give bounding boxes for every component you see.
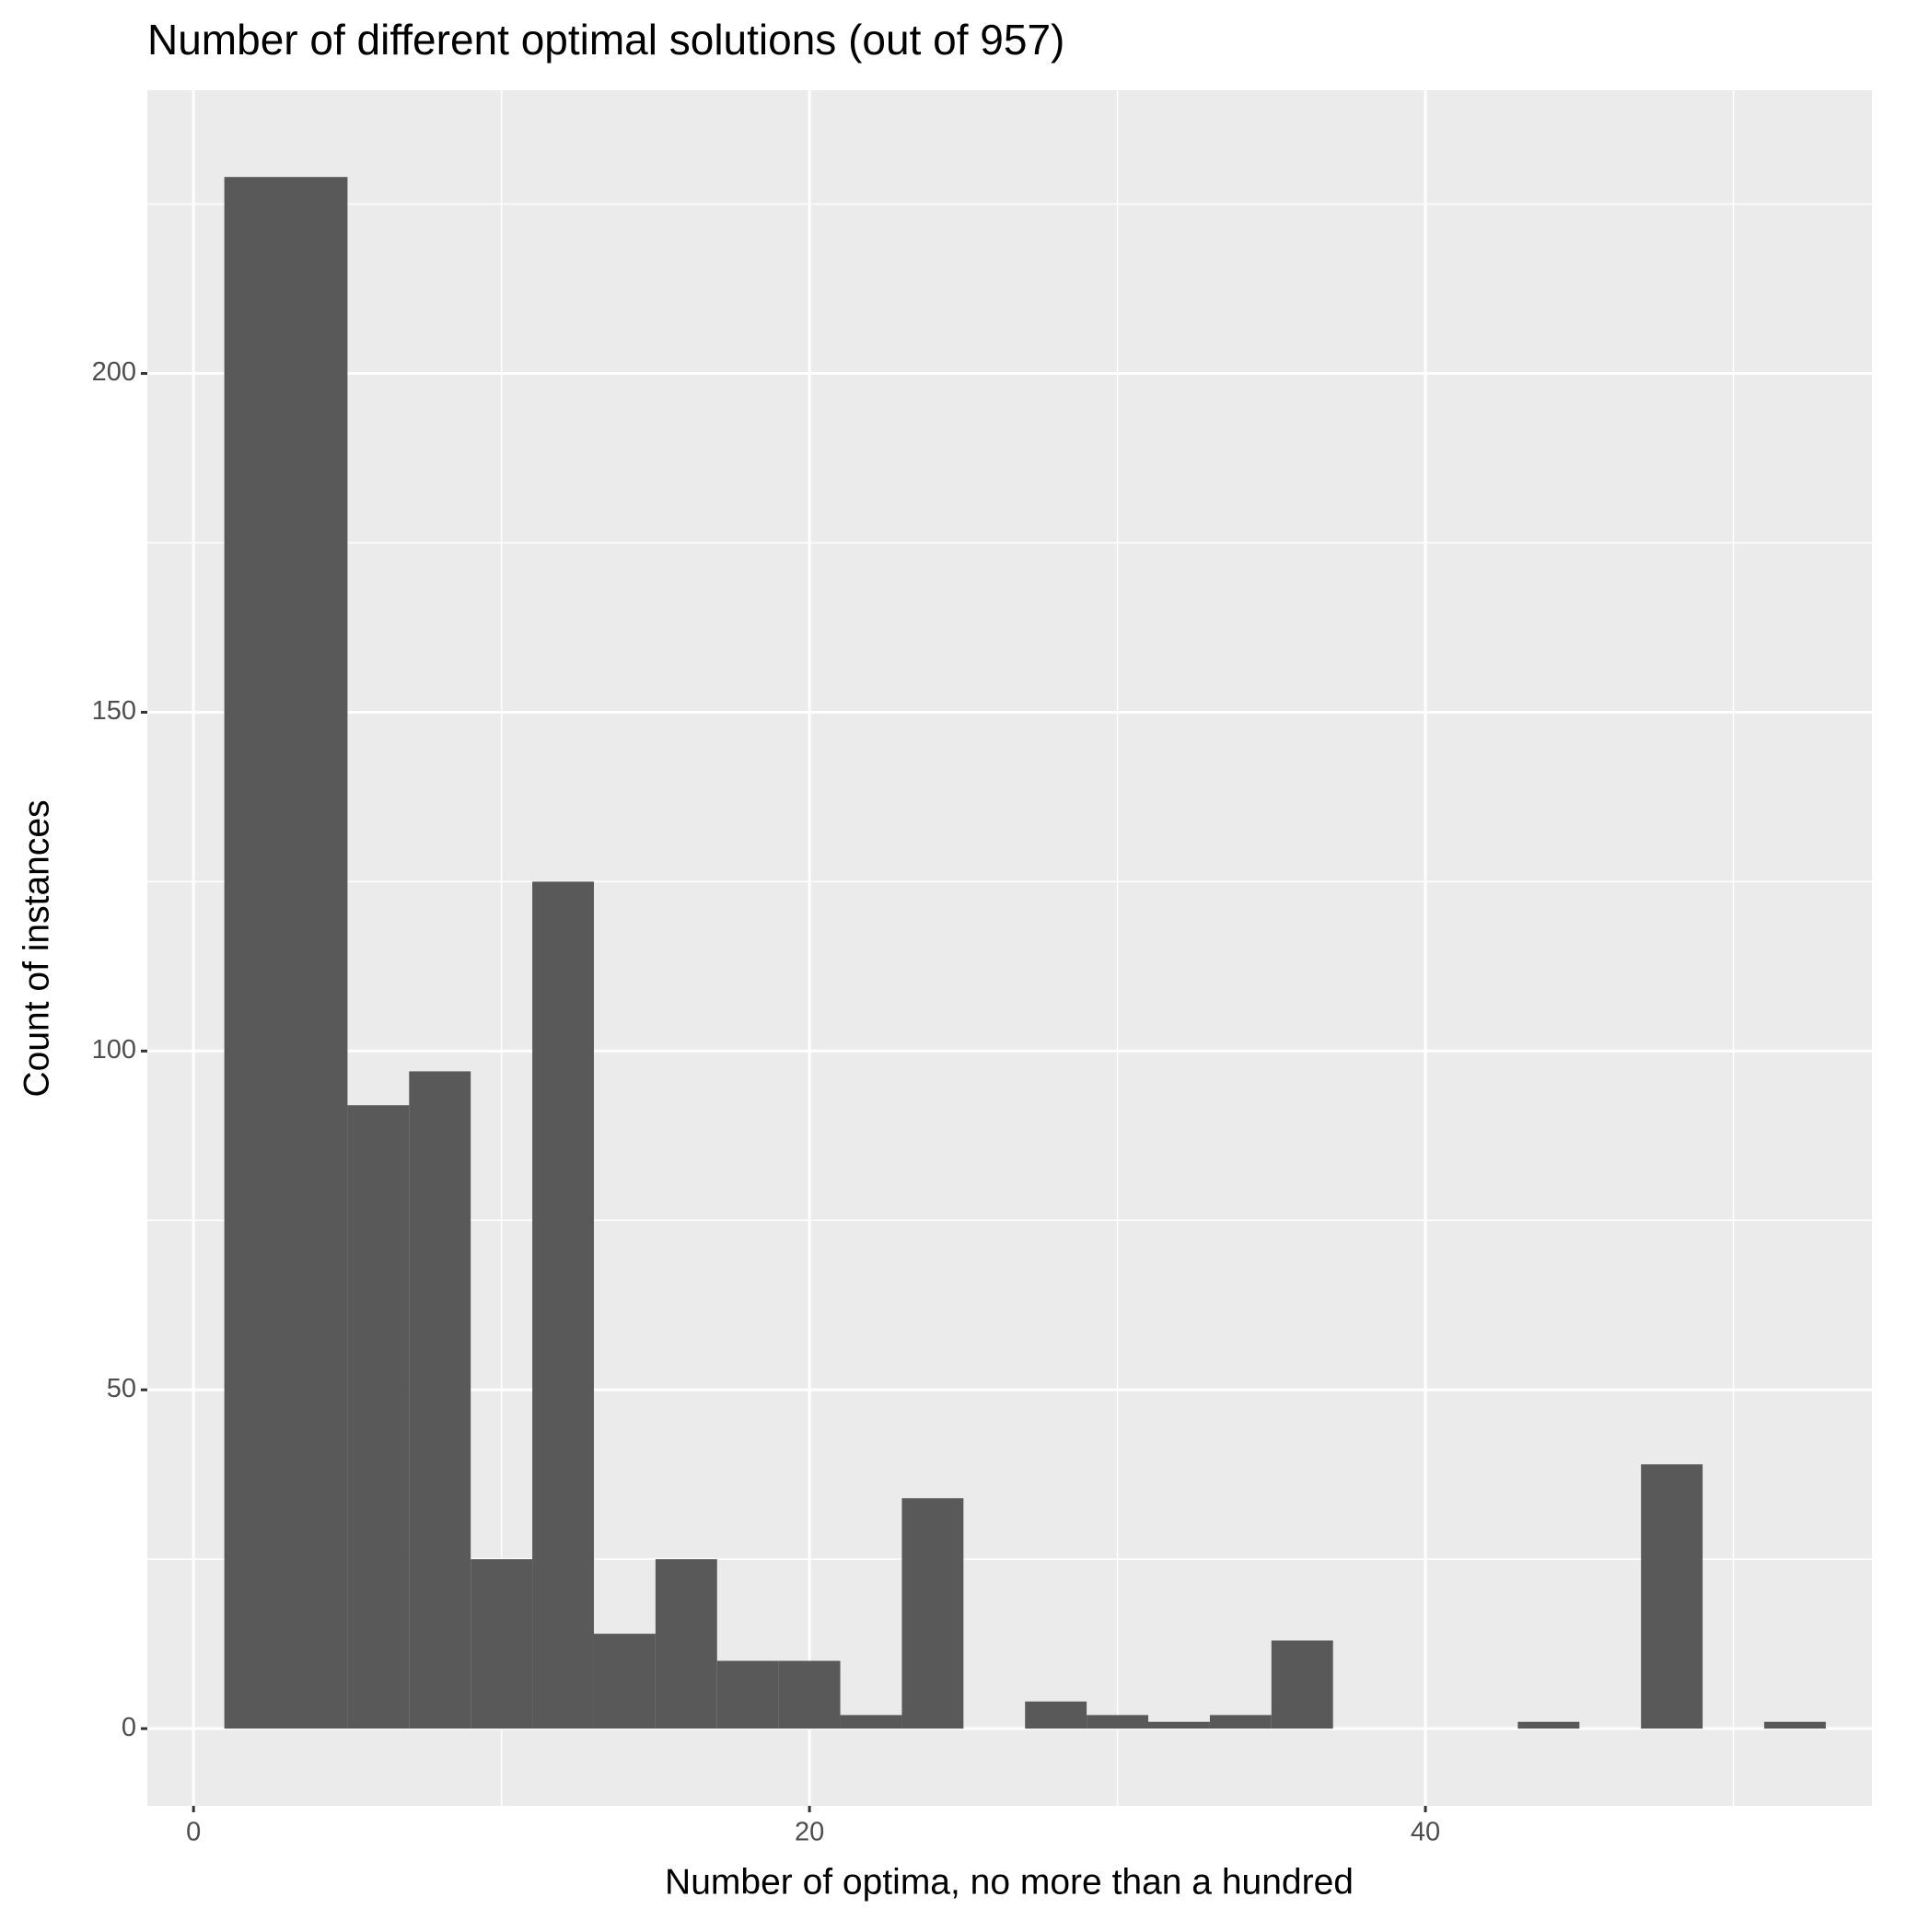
bar	[1641, 1464, 1703, 1729]
bar	[778, 1660, 841, 1729]
bar	[409, 1071, 471, 1729]
bar	[532, 881, 594, 1729]
bar	[471, 1559, 533, 1729]
bar	[285, 177, 348, 1729]
bar	[347, 1105, 410, 1729]
bar	[1148, 1721, 1210, 1729]
bar	[593, 1634, 656, 1729]
bar	[1763, 1721, 1826, 1729]
y-tick-label: 200	[92, 357, 136, 387]
x-tick-label: 0	[186, 1818, 201, 1847]
bar	[716, 1660, 779, 1729]
bar	[1087, 1715, 1149, 1729]
bar	[901, 1497, 964, 1729]
bar	[1025, 1701, 1087, 1729]
bar	[1271, 1640, 1333, 1729]
y-tick-label: 100	[92, 1035, 136, 1065]
bar	[840, 1715, 902, 1729]
bar	[655, 1559, 717, 1729]
bar	[224, 177, 286, 1729]
y-tick-label: 150	[92, 696, 136, 726]
y-tick-label: 0	[122, 1713, 136, 1742]
x-axis-label: Number of optima, no more than a hundred	[665, 1862, 1354, 1902]
y-axis-label: Count of instances	[17, 799, 56, 1097]
y-tick-label: 50	[107, 1374, 136, 1403]
bar	[1209, 1715, 1272, 1729]
chart-title: Number of different optimal solutions (o…	[147, 16, 1064, 64]
x-tick-label: 20	[795, 1818, 824, 1847]
bar	[1517, 1721, 1580, 1729]
x-tick-label: 40	[1411, 1818, 1440, 1847]
